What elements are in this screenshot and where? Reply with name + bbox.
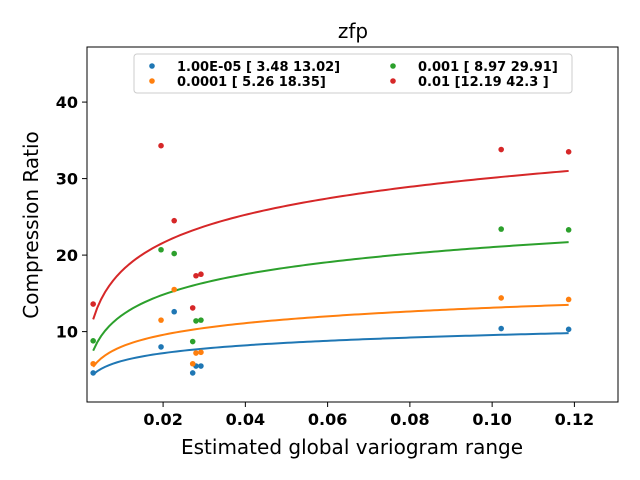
data-point [198,317,204,323]
legend-marker [390,78,396,84]
data-point [198,349,204,356]
legend-label: 0.001 [ 8.97 29.91] [418,60,558,75]
data-point [158,344,164,350]
data-point [90,337,96,344]
x-tick-label: 0.02 [143,410,182,429]
data-point [171,308,177,315]
x-tick-label: 0.06 [308,410,347,429]
legend-marker [149,78,155,84]
legend-marker [390,63,396,69]
data-point [158,142,164,149]
data-point [498,295,504,301]
data-point [498,146,504,153]
data-point [171,250,177,257]
data-point [90,360,96,367]
data-point [90,301,96,307]
x-tick-label: 0.04 [226,410,265,429]
data-point [565,149,572,155]
data-point [498,226,504,232]
y-axis-ticks: 10 20 30 40 [56,93,87,342]
data-point [193,350,199,356]
data-point [158,246,164,253]
y-tick-label: 40 [56,93,78,112]
data-point [565,227,572,233]
data-point [189,305,196,311]
chart-title: zfp [338,19,368,43]
fit-curve-3 [92,169,569,320]
x-tick-label: 0.10 [472,410,511,429]
legend-label: 0.01 [12.19 42.3 ] [418,75,549,90]
data-point [565,296,572,303]
legend-box [133,53,573,94]
data-point [171,286,177,293]
data-point [189,338,196,345]
y-axis-label: Compression Ratio [19,131,43,318]
plot-frame [86,46,619,403]
data-point [193,318,199,324]
y-tick-label: 10 [56,323,78,342]
y-tick-label: 30 [56,170,78,189]
data-point [498,325,504,332]
fit-curve-0 [92,332,569,376]
y-tick-label: 20 [56,246,78,265]
legend-label: 1.00E-05 [ 3.48 13.02] [177,60,340,75]
data-point [565,326,572,333]
data-point [158,317,164,323]
legend-label: 0.0001 [ 5.26 18.35] [177,75,326,90]
legend-marker [149,63,155,69]
data-point [90,370,96,376]
plot-area [86,46,619,403]
data-point [193,272,199,279]
x-tick-label: 0.12 [555,410,594,429]
data-point [189,370,196,376]
fit-curve-1 [92,303,569,368]
data-points [90,142,572,376]
x-tick-label: 0.08 [390,410,429,429]
legend: 1.00E-05 [ 3.48 13.02]0.0001 [ 5.26 18.3… [133,53,573,94]
x-axis-label: Estimated global variogram range [181,435,523,459]
data-point [198,363,204,369]
data-point [189,360,196,367]
data-point [198,271,204,278]
data-point [171,217,177,224]
fit-curves [92,169,569,376]
x-axis-ticks: 0.02 0.04 0.06 0.08 0.10 0.12 [143,402,594,429]
